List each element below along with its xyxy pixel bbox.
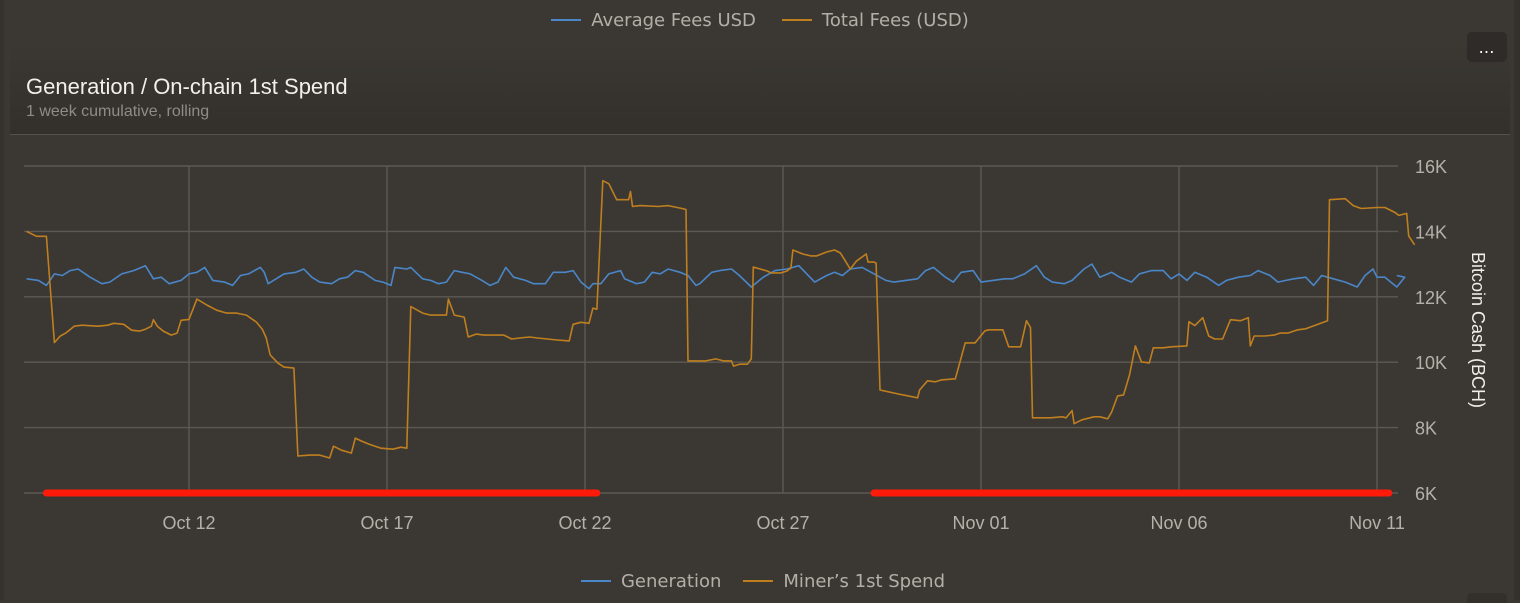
legend-item-total-fees[interactable]: Total Fees (USD) — [781, 9, 969, 31]
x-tick-label: Oct 27 — [756, 513, 809, 533]
legend-swatch-blue — [551, 19, 582, 21]
next-panel-more-button[interactable] — [1467, 593, 1507, 603]
top-legend: Average Fees USD Total Fees (USD) — [0, 0, 1520, 40]
bottom-legend: Generation Miner’s 1st Spend — [0, 566, 1520, 596]
y-axis-label: Bitcoin Cash (BCH) — [1468, 252, 1488, 408]
y-tick-label: 12K — [1415, 288, 1447, 308]
x-tick-label: Oct 12 — [162, 513, 215, 533]
legend-label: Miner’s 1st Spend — [783, 570, 946, 592]
legend-swatch-orange — [743, 580, 774, 582]
y-axis-ticks: 6K 8K 10K 12K 14K 16K — [1415, 157, 1447, 504]
y-tick-label: 16K — [1415, 157, 1447, 177]
x-tick-label: Nov 06 — [1150, 513, 1207, 533]
x-tick-label: Nov 01 — [952, 513, 1009, 533]
chart-series — [26, 179, 1416, 459]
legend-label: Average Fees USD — [591, 9, 756, 31]
series-line[interactable] — [26, 179, 1416, 459]
chart-area[interactable]: 6K 8K 10K 12K 14K 16K Oct 12 Oct 17 Oct 22 Oct 2… — [0, 134, 1520, 554]
y-tick-label: 14K — [1415, 222, 1447, 242]
series-line[interactable] — [26, 263, 1406, 290]
legend-item-generation[interactable]: Generation — [580, 570, 722, 592]
y-tick-label: 10K — [1415, 353, 1447, 373]
scrollbar-track[interactable] — [1514, 0, 1520, 600]
more-options-button[interactable]: … — [1467, 32, 1507, 62]
ellipsis-icon: … — [1478, 37, 1496, 57]
legend-swatch-orange — [781, 19, 812, 21]
panel-title: Generation / On-chain 1st Spend — [26, 74, 348, 99]
x-tick-label: Oct 22 — [558, 513, 611, 533]
legend-label: Generation — [620, 570, 722, 592]
left-border — [0, 0, 4, 600]
x-axis-ticks: Oct 12 Oct 17 Oct 22 Oct 27 Nov 01 Nov 06 Nov … — [162, 513, 1404, 533]
legend-item-average-fees[interactable]: Average Fees USD — [551, 10, 756, 31]
x-tick-label: Oct 17 — [360, 513, 413, 533]
panel-subtitle: 1 week cumulative, rolling — [26, 103, 210, 120]
legend-item-miners-1st-spend[interactable]: Miner’s 1st Spend — [743, 571, 945, 592]
x-tick-label: Nov 11 — [1349, 513, 1405, 533]
panel-header: Generation / On-chain 1st Spend 1 week c… — [10, 42, 1510, 135]
legend-swatch-blue — [580, 580, 611, 582]
chart-grid — [24, 165, 1398, 494]
line-chart[interactable]: 6K 8K 10K 12K 14K 16K Oct 12 Oct 17 Oct 22 Oct 2… — [0, 134, 1520, 554]
y-tick-label: 6K — [1415, 484, 1437, 504]
legend-label: Total Fees (USD) — [821, 9, 969, 31]
y-tick-label: 8K — [1415, 419, 1437, 439]
